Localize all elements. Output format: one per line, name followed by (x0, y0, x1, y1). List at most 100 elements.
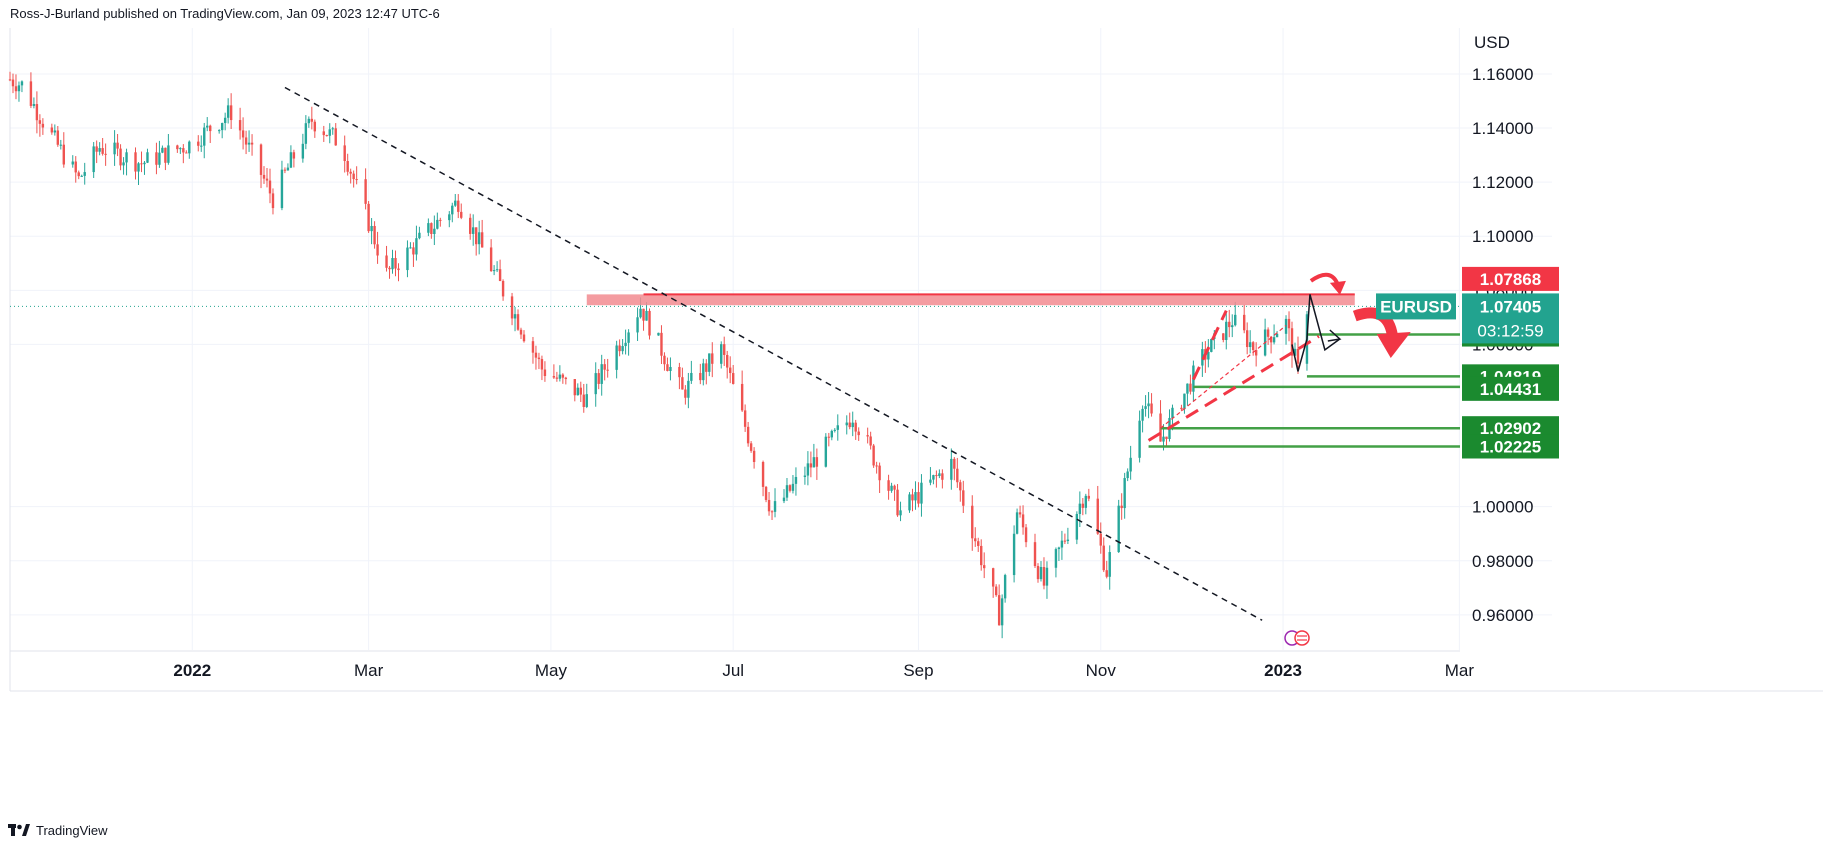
candle-body (956, 468, 959, 483)
candle (522, 330, 526, 343)
candle-body (935, 475, 938, 477)
candle-body (887, 480, 890, 491)
candle-body (418, 232, 421, 239)
candle-body (648, 310, 651, 336)
footer: TradingView (8, 823, 108, 838)
candle (1117, 499, 1120, 553)
candle (334, 123, 337, 146)
price-label: 1.02225 (1480, 437, 1541, 456)
candle (480, 219, 484, 248)
candle (699, 363, 702, 385)
candle (791, 475, 795, 494)
candle-body (594, 373, 597, 395)
candle-body (705, 363, 708, 372)
candle (158, 140, 161, 168)
candle-body (355, 179, 358, 181)
candle (95, 140, 98, 164)
candle-body (334, 128, 337, 146)
candle-body (116, 142, 119, 149)
candle-body (558, 374, 562, 379)
candle-body (1018, 512, 1022, 515)
candle (14, 74, 18, 100)
candle-body (247, 142, 251, 145)
candle (1138, 410, 1141, 463)
candle (1084, 493, 1088, 515)
candle (146, 148, 149, 164)
candle-body (1081, 503, 1085, 508)
candle-body (1078, 503, 1082, 514)
candle-body (209, 125, 212, 132)
candle (600, 354, 603, 396)
candle (561, 373, 565, 384)
candle-body (11, 79, 15, 87)
candle (325, 134, 328, 137)
countdown-label: 03:12:59 (1477, 321, 1543, 340)
candle (364, 168, 367, 210)
projection-path (1291, 294, 1341, 372)
x-tick-label: Mar (1445, 661, 1475, 680)
candle (579, 381, 582, 403)
candle-body (367, 203, 370, 232)
candle-body (101, 148, 104, 154)
candle-body (711, 353, 714, 364)
candle-body (406, 247, 409, 271)
candle (830, 429, 834, 441)
candle-body (164, 147, 167, 163)
candle (125, 148, 128, 176)
candle (980, 539, 983, 571)
candle (346, 153, 349, 176)
candle-body (537, 357, 541, 360)
candle-body (53, 130, 57, 133)
candle (558, 365, 562, 382)
candle (594, 362, 597, 407)
publisher-header: Ross-J-Burland published on TradingView.… (10, 6, 440, 21)
candle (471, 214, 475, 246)
candle-body (32, 104, 36, 106)
candle (203, 122, 206, 159)
price-labels: 1.078681.063651.048191.044311.029021.022… (1376, 266, 1559, 459)
candle (200, 135, 203, 152)
candle (62, 132, 65, 168)
candle (1263, 318, 1267, 357)
candle (59, 139, 63, 150)
grid (9, 28, 1552, 691)
candle (74, 156, 77, 183)
candle-body (728, 367, 732, 374)
candle-body (534, 352, 538, 358)
candle-body (1251, 342, 1255, 351)
candle-body (307, 118, 311, 124)
candle-body (122, 162, 125, 166)
candle-body (477, 232, 481, 245)
candle (1099, 522, 1102, 554)
candle (1186, 383, 1189, 406)
candle (848, 412, 851, 430)
candle (448, 211, 451, 228)
candle-body (962, 490, 965, 506)
candle (576, 383, 579, 396)
candle (1000, 594, 1004, 639)
resistance-zone (586, 294, 1355, 306)
candle-body (430, 223, 433, 235)
candle (182, 144, 185, 164)
candle (352, 170, 355, 188)
candle-body (35, 104, 39, 121)
candle-body (908, 494, 911, 511)
candle-body (119, 148, 122, 166)
candle-body (914, 492, 917, 501)
candle-body (896, 489, 899, 516)
candle (1003, 573, 1007, 603)
candle (1015, 508, 1019, 535)
candle (869, 431, 872, 450)
candle-body (953, 458, 956, 469)
annotations (10, 86, 1552, 646)
candle (137, 162, 140, 185)
candle-body (621, 346, 624, 352)
candle (516, 309, 520, 331)
candle (1060, 530, 1064, 560)
candle-body (666, 364, 669, 371)
candle-body (104, 153, 107, 155)
candle (11, 73, 15, 94)
candle-body (397, 268, 400, 271)
candle (1222, 333, 1225, 343)
